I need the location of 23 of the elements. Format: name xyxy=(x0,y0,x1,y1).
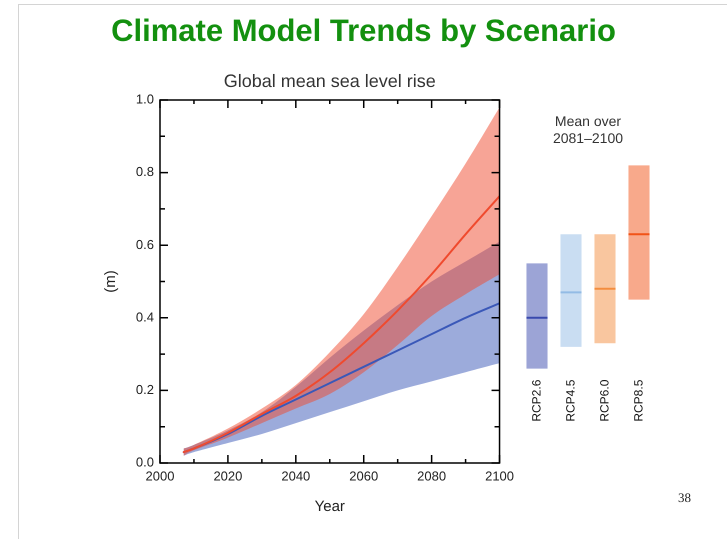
text: Mean over 2081–2100 xyxy=(552,113,624,147)
line-series xyxy=(182,195,500,454)
y-axis-title: (m) xyxy=(102,270,120,293)
y-tick-label: 0.4 xyxy=(136,309,154,324)
x-axis-title: Year xyxy=(314,498,345,516)
y-tick-label: 0.6 xyxy=(136,236,154,252)
y-tick-label: 0.8 xyxy=(136,164,154,180)
text: 38 xyxy=(678,490,691,506)
x-tick-label: 2020 xyxy=(213,468,242,484)
x-tick-label: 2060 xyxy=(349,468,378,484)
x-tick-label: RCP4.5 xyxy=(563,379,578,422)
y-tick-label: 1.0 xyxy=(136,92,154,107)
x-tick-label: 2080 xyxy=(417,468,446,484)
chart-subtitle: Global mean sea level rise xyxy=(222,70,437,92)
x-tick-label: 2000 xyxy=(146,468,174,484)
x-tick-label: 2040 xyxy=(281,468,310,484)
x-tick-label: RCP6.0 xyxy=(597,379,612,422)
y-tick-label: 0.2 xyxy=(136,382,154,397)
x-tick-label: RCP2.6 xyxy=(529,379,544,422)
chart-title: Climate Model Trends by Scenario xyxy=(110,12,617,50)
y-tick-label: 0.0 xyxy=(136,454,154,470)
x-tick-label: RCP8.5 xyxy=(631,379,646,422)
x-tick-label: 2100 xyxy=(485,468,514,484)
